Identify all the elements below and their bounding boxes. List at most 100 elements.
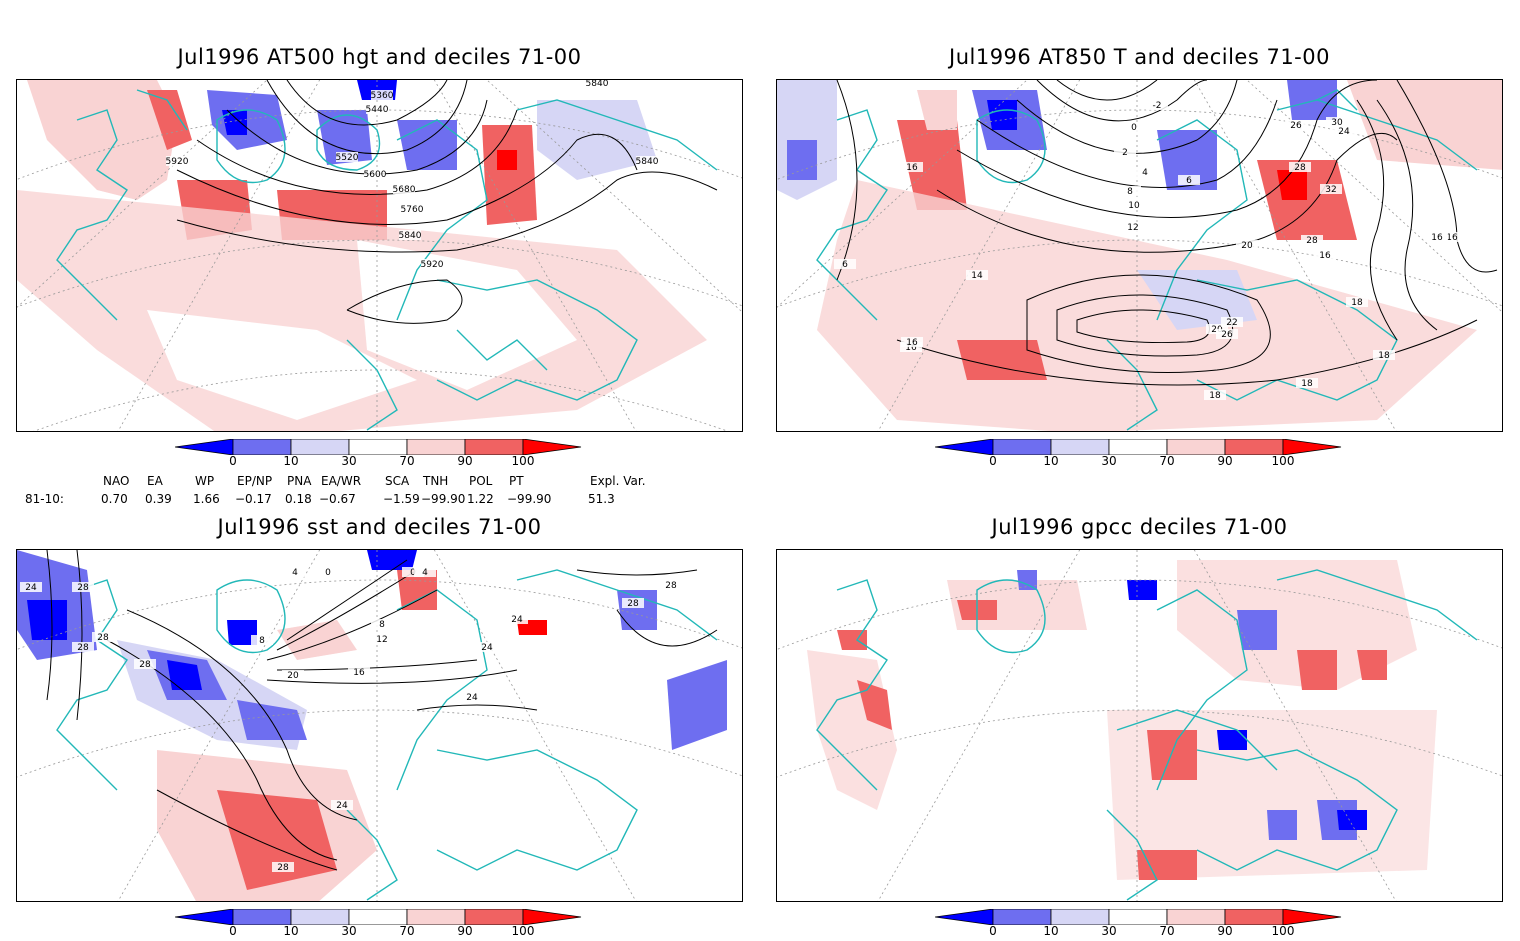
- colorbar-segment: [232, 438, 292, 456]
- contour-label-bg: [134, 659, 156, 669]
- graticule: [777, 550, 1502, 901]
- colorbar-segment: [1050, 908, 1110, 926]
- colorbar-segment: [174, 908, 234, 926]
- contour-label: 4: [292, 568, 298, 578]
- contour-label-bg: [1326, 117, 1348, 127]
- contour-label-bg: [72, 582, 94, 592]
- colorbar-segment: [348, 908, 408, 926]
- contour-label-bg: [1426, 232, 1448, 242]
- contour-label-bg: [366, 104, 388, 114]
- contour-label: 24: [336, 801, 348, 811]
- contour-label: 28: [77, 583, 89, 593]
- colorbar-tick-label: 100: [511, 924, 535, 938]
- contour-label-bg: [1114, 147, 1136, 157]
- colorbar-top-left: 0 10 30 70 90 100: [174, 438, 595, 471]
- panel-title-hgt: Jul1996 AT500 hgt and deciles 71-00: [177, 45, 582, 69]
- index-value: −0.67: [319, 492, 356, 506]
- index-value: 0.18: [285, 492, 312, 506]
- index-value: −0.17: [235, 492, 272, 506]
- colorbar-segment: [1224, 908, 1284, 926]
- contour-label-bg: [636, 156, 658, 166]
- colorbar-bottom-left: 0 10 30 70 90 100: [174, 908, 595, 941]
- contour-label-bg: [20, 582, 42, 592]
- contour-label: 24: [466, 693, 478, 703]
- contour-label-bg: [364, 169, 386, 179]
- contour-label: 5360: [371, 91, 394, 101]
- contour-label: 24: [511, 615, 523, 625]
- index-value: −99.90: [507, 492, 552, 506]
- map-sst: 24 28 28 28 4 0 0 4 8 8 12 16 20 24 24 24 28 28 28 28 24: [16, 549, 743, 902]
- colorbar-tick-label: 30: [1101, 454, 1117, 468]
- index-value: 51.3: [588, 492, 615, 506]
- colorbar-segment: [290, 438, 350, 456]
- index-header: PT: [509, 474, 524, 488]
- index-header: NAO: [103, 474, 130, 488]
- contour-label-bg: [371, 90, 393, 100]
- index-value: −1.59: [383, 492, 420, 506]
- contour-label-bg: [1333, 126, 1355, 136]
- index-header: EP/NP: [237, 474, 273, 488]
- contour-label-bg: [966, 270, 988, 280]
- contour-label-bg: [401, 204, 423, 214]
- contour-label-bg: [1119, 186, 1141, 196]
- decile-shading: [17, 550, 727, 901]
- map-gpcc: [776, 549, 1503, 902]
- panel-title-sst: Jul1996 sst and deciles 71-00: [217, 515, 542, 539]
- contour-label: 28: [139, 660, 151, 670]
- colorbar-tick-label: 10: [283, 454, 299, 468]
- contour-label: 5760: [401, 205, 424, 215]
- coastlines: [56, 569, 718, 901]
- map-hgt: 5360 5440 5520 5600 5680 5760 5840 5840 5840 5920…: [16, 79, 743, 432]
- contour-label: 5840: [636, 157, 659, 167]
- index-value: 1.66: [193, 492, 220, 506]
- contour-label-bg: [166, 156, 188, 166]
- contour-label-bg: [1289, 162, 1311, 172]
- colorbar-segment: [992, 908, 1052, 926]
- colorbar-segment: [1282, 908, 1342, 926]
- colorbar-tick-label: 10: [1043, 924, 1059, 938]
- contour-label: 5680: [393, 185, 416, 195]
- contour-label-bg: [461, 692, 483, 702]
- contour-label: 24: [25, 583, 37, 593]
- contour-label-bg: [92, 632, 114, 642]
- index-header: SCA: [385, 474, 410, 488]
- contour-label: 24: [1338, 127, 1350, 137]
- contour-label-bg: [317, 567, 339, 577]
- contour-label-bg: [1320, 184, 1342, 194]
- contour-label-bg: [72, 642, 94, 652]
- contour-label-bg: [414, 567, 436, 577]
- colorbar-segment: [464, 908, 524, 926]
- contour-label: 20: [1241, 241, 1253, 251]
- contour-label: 28: [1306, 236, 1318, 246]
- colorbar-segment: [232, 908, 292, 926]
- index-header: EA: [147, 474, 163, 488]
- contour-label: 10: [1128, 201, 1140, 211]
- index-header: POL: [469, 474, 493, 488]
- index-value: −99.90: [421, 492, 466, 506]
- contour-label: 16: [906, 338, 918, 348]
- colorbar-tick-label: 90: [457, 454, 473, 468]
- contour-label: 28: [277, 863, 289, 873]
- contour-label-bg: [272, 862, 294, 872]
- index-header: EA/WR: [321, 474, 362, 488]
- contour-label: 2: [1122, 148, 1128, 158]
- contour-label: 5840: [399, 231, 422, 241]
- colorbar-segment: [290, 908, 350, 926]
- contour-label: 6: [1186, 176, 1192, 186]
- contour-label: 0: [325, 568, 331, 578]
- colorbar-tick-label: 0: [989, 924, 997, 938]
- panel-title-t850: Jul1996 AT850 T and deciles 71-00: [949, 45, 1330, 69]
- colorbar-top-right: 0 10 30 70 90 100: [934, 438, 1355, 471]
- contour-label-bg: [1178, 175, 1200, 185]
- colorbar-tick-label: 70: [399, 454, 415, 468]
- contour-label: 26: [1221, 330, 1233, 340]
- contour-label-bg: [1204, 390, 1226, 400]
- colorbar-bottom-right: 0 10 30 70 90 100: [934, 908, 1355, 941]
- contour-label: 8: [379, 620, 385, 630]
- contour-label: 5520: [336, 153, 359, 163]
- contour-label: 16: [353, 668, 365, 678]
- colorbar-segment: [1282, 438, 1342, 456]
- index-row-label: 81-10:: [25, 492, 64, 506]
- decile-shading: [17, 80, 707, 431]
- colorbar-segment: [1166, 908, 1226, 926]
